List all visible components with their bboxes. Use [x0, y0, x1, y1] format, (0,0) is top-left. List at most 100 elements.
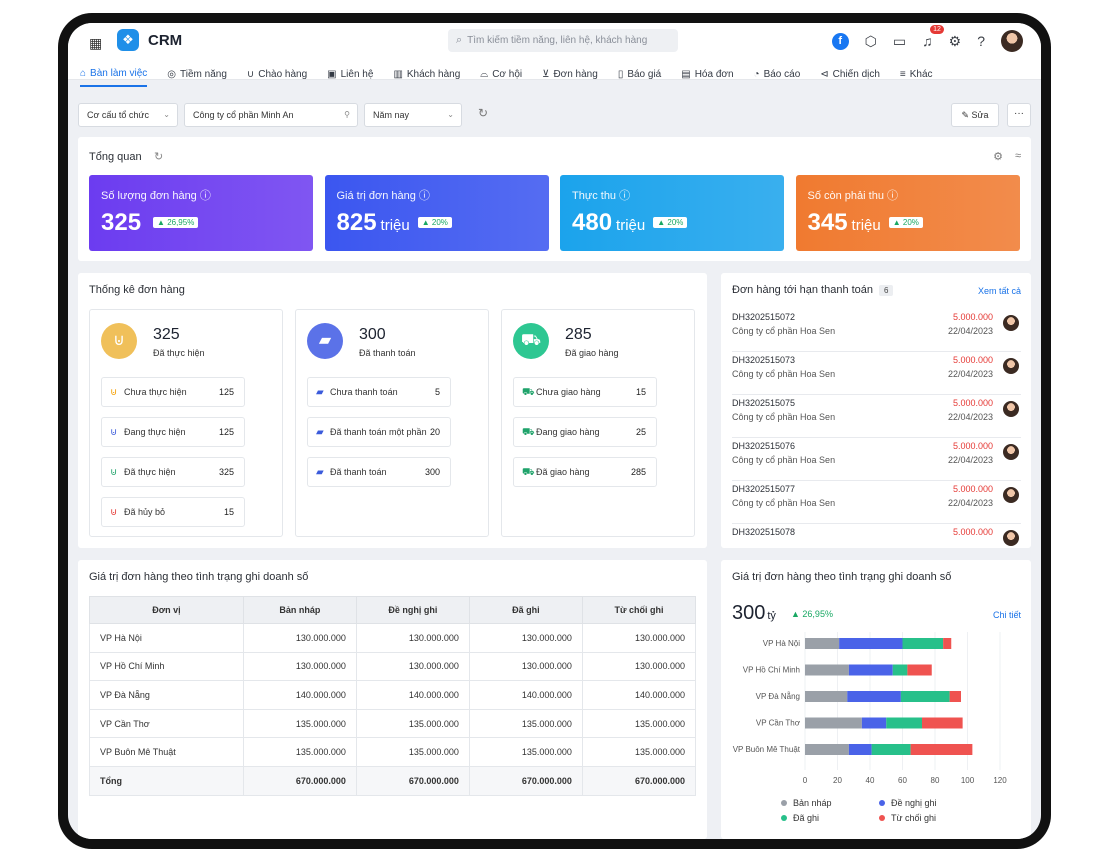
nav-item-3[interactable]: ▣ Liên hệ	[327, 65, 373, 87]
company-label: Công ty cổ phần Minh An	[193, 110, 294, 120]
owner-avatar[interactable]	[1003, 358, 1019, 374]
nav-item-0[interactable]: ⌂ Bàn làm việc	[80, 65, 148, 87]
bell-icon[interactable]: ♫ 12	[922, 25, 944, 49]
info-icon: ⓘ	[616, 190, 631, 202]
kpi-card[interactable]: Giá trị đơn hàng ⓘ 825 triệu ▲ 20%	[324, 175, 549, 251]
gear-icon[interactable]: ⚙	[948, 32, 962, 49]
owner-avatar[interactable]	[1003, 530, 1019, 546]
order-code: DH3202515072	[732, 312, 796, 322]
help-icon[interactable]: ?	[977, 33, 985, 49]
cube-icon[interactable]: ⬡	[864, 32, 877, 49]
order-stat-row[interactable]: ▰ Đã thanh toán một phần 20	[307, 417, 451, 447]
see-all-link[interactable]: Xem tất cả	[977, 286, 1021, 296]
table-cell: 135.000.000	[355, 708, 470, 739]
owner-avatar[interactable]	[1003, 487, 1019, 503]
bar-segment[interactable]	[871, 744, 911, 755]
refresh-icon[interactable]: ↻	[154, 151, 164, 163]
nav-label: Tiềm năng	[180, 69, 227, 80]
order-stat-row[interactable]: ▰ Chưa thanh toán 5	[307, 377, 451, 407]
kpi-card[interactable]: Thực thu ⓘ 480 triệu ▲ 20%	[560, 175, 784, 251]
bar-segment[interactable]	[886, 717, 922, 729]
company-select[interactable]: Công ty cổ phần Minh An ⚲	[184, 103, 358, 127]
info-icon: ⓘ	[196, 190, 211, 202]
nav-item-10[interactable]: ⊲ Chiến dịch	[820, 65, 880, 87]
settings-icon[interactable]: ⚙	[993, 151, 1003, 163]
order-stat-row[interactable]: ⊍ Đã hủy bỏ 15	[101, 497, 245, 527]
bar-segment[interactable]	[847, 691, 901, 702]
bar-segment[interactable]	[805, 664, 849, 676]
row-value: 285	[630, 467, 646, 477]
table-cell: 670.000.000	[581, 765, 697, 796]
order-stat-row[interactable]: ▰ Đã thanh toán 300	[307, 457, 451, 487]
calendar-icon[interactable]: ▭	[892, 32, 907, 49]
bar-segment[interactable]	[805, 638, 840, 649]
due-count-badge: 6	[879, 285, 894, 296]
up-arrow-icon: ▲	[157, 218, 168, 227]
order-code: DH3202515076	[732, 441, 796, 451]
order-stat-row[interactable]: ⛟Đã giao hàng 285	[513, 457, 657, 487]
table-row: Tổng 670.000.000 670.000.000 670.000.000 670…	[89, 765, 697, 796]
app-grid-icon[interactable]: ▦	[89, 35, 103, 51]
due-order-item[interactable]: DH3202515076 Công ty cổ phần Hoa Sen 5.000…	[732, 438, 1021, 481]
due-order-item[interactable]: DH3202515075 Công ty cổ phần Hoa Sen 5.000…	[732, 395, 1021, 438]
legend-item: Đã ghi	[781, 813, 819, 823]
bar-segment[interactable]	[805, 717, 862, 729]
bar-segment[interactable]	[848, 744, 872, 755]
order-stat-row[interactable]: ⛟Chưa giao hàng 15	[513, 377, 657, 407]
group-total: 285	[565, 326, 592, 343]
order-stat-row[interactable]: ⊍ Đang thực hiện 125	[101, 417, 245, 447]
refresh-icon[interactable]: ↻	[478, 106, 489, 120]
bar-segment[interactable]	[902, 638, 944, 649]
bar-segment[interactable]	[861, 717, 887, 729]
due-order-item[interactable]: DH3202515078 5.000.000	[732, 524, 1021, 548]
owner-avatar[interactable]	[1003, 444, 1019, 460]
tune-icon[interactable]: ≈	[1014, 150, 1021, 162]
nav-item-9[interactable]: ◔ Báo cáo	[754, 65, 801, 87]
nav-label: Báo cáo	[763, 69, 801, 80]
owner-avatar[interactable]	[1003, 401, 1019, 417]
due-order-item[interactable]: DH3202515073 Công ty cổ phần Hoa Sen 5.000…	[732, 352, 1021, 395]
row-label: Đã thanh toán một phần	[330, 427, 427, 437]
bar-segment[interactable]	[848, 664, 893, 676]
order-stat-row[interactable]: ⊍ Chưa thực hiện 125	[101, 377, 245, 407]
bar-segment[interactable]	[892, 664, 908, 676]
edit-button[interactable]: ✎ Sửa	[951, 103, 999, 127]
nav-label: Khách hàng	[406, 69, 461, 80]
nav-item-11[interactable]: ≡ Khác	[900, 65, 933, 87]
owner-avatar[interactable]	[1003, 315, 1019, 331]
notification-badge: 12	[930, 25, 944, 34]
period-select[interactable]: Năm nay ⌄	[364, 103, 462, 127]
org-structure-select[interactable]: Cơ cấu tổ chức ⌄	[78, 103, 178, 127]
bar-segment[interactable]	[805, 691, 848, 702]
bar-segment[interactable]	[805, 744, 849, 755]
kpi-card[interactable]: Số còn phải thu ⓘ 345 triệu ▲ 20%	[795, 175, 1020, 251]
nav-item-1[interactable]: ◎ Tiềm năng	[167, 65, 227, 87]
bar-segment[interactable]	[910, 744, 973, 755]
kpi-card[interactable]: Số lượng đơn hàng ⓘ 325 ▲ 26,95%	[89, 175, 313, 251]
bar-segment[interactable]	[839, 638, 903, 649]
table-cell: 130.000.000	[242, 651, 357, 682]
due-order-item[interactable]: DH3202515072 Công ty cổ phần Hoa Sen 5.000…	[732, 309, 1021, 352]
order-stat-row[interactable]: ⛟Đang giao hàng 25	[513, 417, 657, 447]
due-order-item[interactable]: DH3202515077 Công ty cổ phần Hoa Sen 5.000…	[732, 481, 1021, 524]
nav-item-2[interactable]: ∪ Chào hàng	[247, 65, 307, 87]
facebook-icon[interactable]: f	[831, 32, 849, 50]
bar-segment[interactable]	[943, 638, 952, 649]
nav-item-8[interactable]: ▤ Hóa đơn	[681, 65, 733, 87]
nav-item-4[interactable]: ▥ Khách hàng	[393, 65, 460, 87]
bar-segment[interactable]	[907, 664, 932, 676]
bar-segment[interactable]	[900, 691, 950, 702]
bar-segment[interactable]	[922, 717, 963, 729]
user-avatar[interactable]	[1001, 30, 1023, 52]
detail-link[interactable]: Chi tiết	[992, 610, 1021, 620]
x-tick-label: 100	[961, 776, 975, 785]
more-button[interactable]: ···	[1007, 103, 1031, 127]
wallet-icon: ▰	[316, 387, 324, 398]
nav-item-7[interactable]: ▯ Báo giá	[618, 65, 661, 87]
nav-item-5[interactable]: ⌓ Cơ hội	[480, 65, 522, 87]
bar-segment[interactable]	[949, 691, 961, 702]
device-frame: ▦ ❖ CRM ⌕ Tìm kiếm tiềm năng, liên hệ, kh…	[58, 13, 1051, 849]
search-input[interactable]: ⌕ Tìm kiếm tiềm năng, liên hệ, khách hàng	[448, 29, 678, 52]
nav-item-6[interactable]: ⊻ Đơn hàng	[542, 65, 598, 87]
order-stat-row[interactable]: ⊍ Đã thực hiện 325	[101, 457, 245, 487]
